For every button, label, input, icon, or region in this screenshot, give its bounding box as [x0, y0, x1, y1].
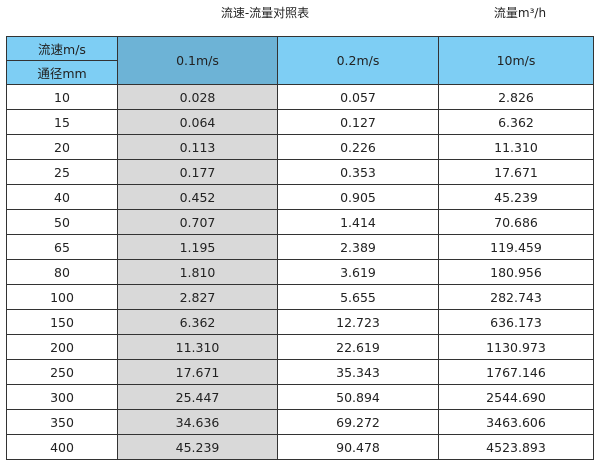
table-row: 65 1.195 2.389 119.459 — [6, 234, 594, 260]
table-row: 300 25.447 50.894 2544.690 — [6, 384, 594, 410]
flow-cell: 0.177 — [117, 159, 278, 185]
column-header-10: 10m/s — [438, 36, 594, 85]
flow-cell: 17.671 — [117, 359, 278, 385]
table-row: 50 0.707 1.414 70.686 — [6, 209, 594, 235]
flow-cell: 119.459 — [438, 234, 594, 260]
flow-cell: 22.619 — [277, 334, 439, 360]
flow-cell: 25.447 — [117, 384, 278, 410]
diameter-cell: 300 — [6, 384, 118, 410]
flow-cell: 636.173 — [438, 309, 594, 335]
flow-cell: 0.113 — [117, 134, 278, 160]
diameter-cell: 400 — [6, 434, 118, 460]
table-row: 10 0.028 0.057 2.826 — [6, 84, 594, 110]
velocity-header: 流速m/s — [6, 36, 118, 61]
flow-cell: 35.343 — [277, 359, 439, 385]
flow-velocity-table: 流速m/s 0.1m/s 0.2m/s 10m/s 通径mm 10 0.028 0.… — [6, 36, 594, 460]
flow-cell: 0.905 — [277, 184, 439, 210]
column-header-0.1: 0.1m/s — [117, 36, 278, 85]
flow-cell: 0.226 — [277, 134, 439, 160]
unit-label: 流量m³/h — [493, 6, 547, 20]
diameter-cell: 80 — [6, 259, 118, 285]
flow-cell: 70.686 — [438, 209, 594, 235]
flow-cell: 282.743 — [438, 284, 594, 310]
diameter-cell: 250 — [6, 359, 118, 385]
flow-cell: 34.636 — [117, 409, 278, 435]
table-title: 流速-流量对照表 — [220, 6, 310, 20]
diameter-cell: 10 — [6, 84, 118, 110]
flow-cell: 45.239 — [438, 184, 594, 210]
flow-cell: 1.195 — [117, 234, 278, 260]
flow-cell: 0.028 — [117, 84, 278, 110]
flow-cell: 0.353 — [277, 159, 439, 185]
header-row: 流速m/s 0.1m/s 0.2m/s 10m/s — [6, 36, 594, 85]
flow-cell: 11.310 — [117, 334, 278, 360]
table-row: 15 0.064 0.127 6.362 — [6, 109, 594, 135]
diameter-cell: 20 — [6, 134, 118, 160]
flow-cell: 1.810 — [117, 259, 278, 285]
flow-cell: 5.655 — [277, 284, 439, 310]
table-row: 150 6.362 12.723 636.173 — [6, 309, 594, 335]
flow-cell: 1130.973 — [438, 334, 594, 360]
table-row: 250 17.671 35.343 1767.146 — [6, 359, 594, 385]
flow-cell: 45.239 — [117, 434, 278, 460]
table-row: 100 2.827 5.655 282.743 — [6, 284, 594, 310]
flow-cell: 0.127 — [277, 109, 439, 135]
diameter-header: 通径mm — [6, 60, 118, 85]
diameter-cell: 100 — [6, 284, 118, 310]
flow-cell: 50.894 — [277, 384, 439, 410]
flow-cell: 1767.146 — [438, 359, 594, 385]
flow-cell: 17.671 — [438, 159, 594, 185]
flow-cell: 0.707 — [117, 209, 278, 235]
flow-cell: 2.826 — [438, 84, 594, 110]
flow-cell: 69.272 — [277, 409, 439, 435]
diameter-cell: 50 — [6, 209, 118, 235]
table-row: 350 34.636 69.272 3463.606 — [6, 409, 594, 435]
flow-cell: 180.956 — [438, 259, 594, 285]
table-row: 40 0.452 0.905 45.239 — [6, 184, 594, 210]
flow-cell: 0.452 — [117, 184, 278, 210]
diameter-cell: 65 — [6, 234, 118, 260]
diameter-cell: 25 — [6, 159, 118, 185]
table-row: 20 0.113 0.226 11.310 — [6, 134, 594, 160]
flow-cell: 2.827 — [117, 284, 278, 310]
flow-cell: 3.619 — [277, 259, 439, 285]
diameter-cell: 350 — [6, 409, 118, 435]
diameter-cell: 40 — [6, 184, 118, 210]
flow-cell: 6.362 — [117, 309, 278, 335]
table-row: 200 11.310 22.619 1130.973 — [6, 334, 594, 360]
flow-cell: 90.478 — [277, 434, 439, 460]
flow-cell: 3463.606 — [438, 409, 594, 435]
flow-cell: 2.389 — [277, 234, 439, 260]
flow-cell: 6.362 — [438, 109, 594, 135]
flow-cell: 11.310 — [438, 134, 594, 160]
diameter-cell: 15 — [6, 109, 118, 135]
diameter-cell: 200 — [6, 334, 118, 360]
flow-cell: 2544.690 — [438, 384, 594, 410]
flow-cell: 0.057 — [277, 84, 439, 110]
column-header-0.2: 0.2m/s — [277, 36, 439, 85]
table-row: 80 1.810 3.619 180.956 — [6, 259, 594, 285]
diameter-cell: 150 — [6, 309, 118, 335]
header-row-2: 通径mm — [6, 60, 594, 85]
table-row: 25 0.177 0.353 17.671 — [6, 159, 594, 185]
flow-cell: 0.064 — [117, 109, 278, 135]
flow-cell: 1.414 — [277, 209, 439, 235]
flow-cell: 12.723 — [277, 309, 439, 335]
flow-cell: 4523.893 — [438, 434, 594, 460]
table-row: 400 45.239 90.478 4523.893 — [6, 434, 594, 460]
